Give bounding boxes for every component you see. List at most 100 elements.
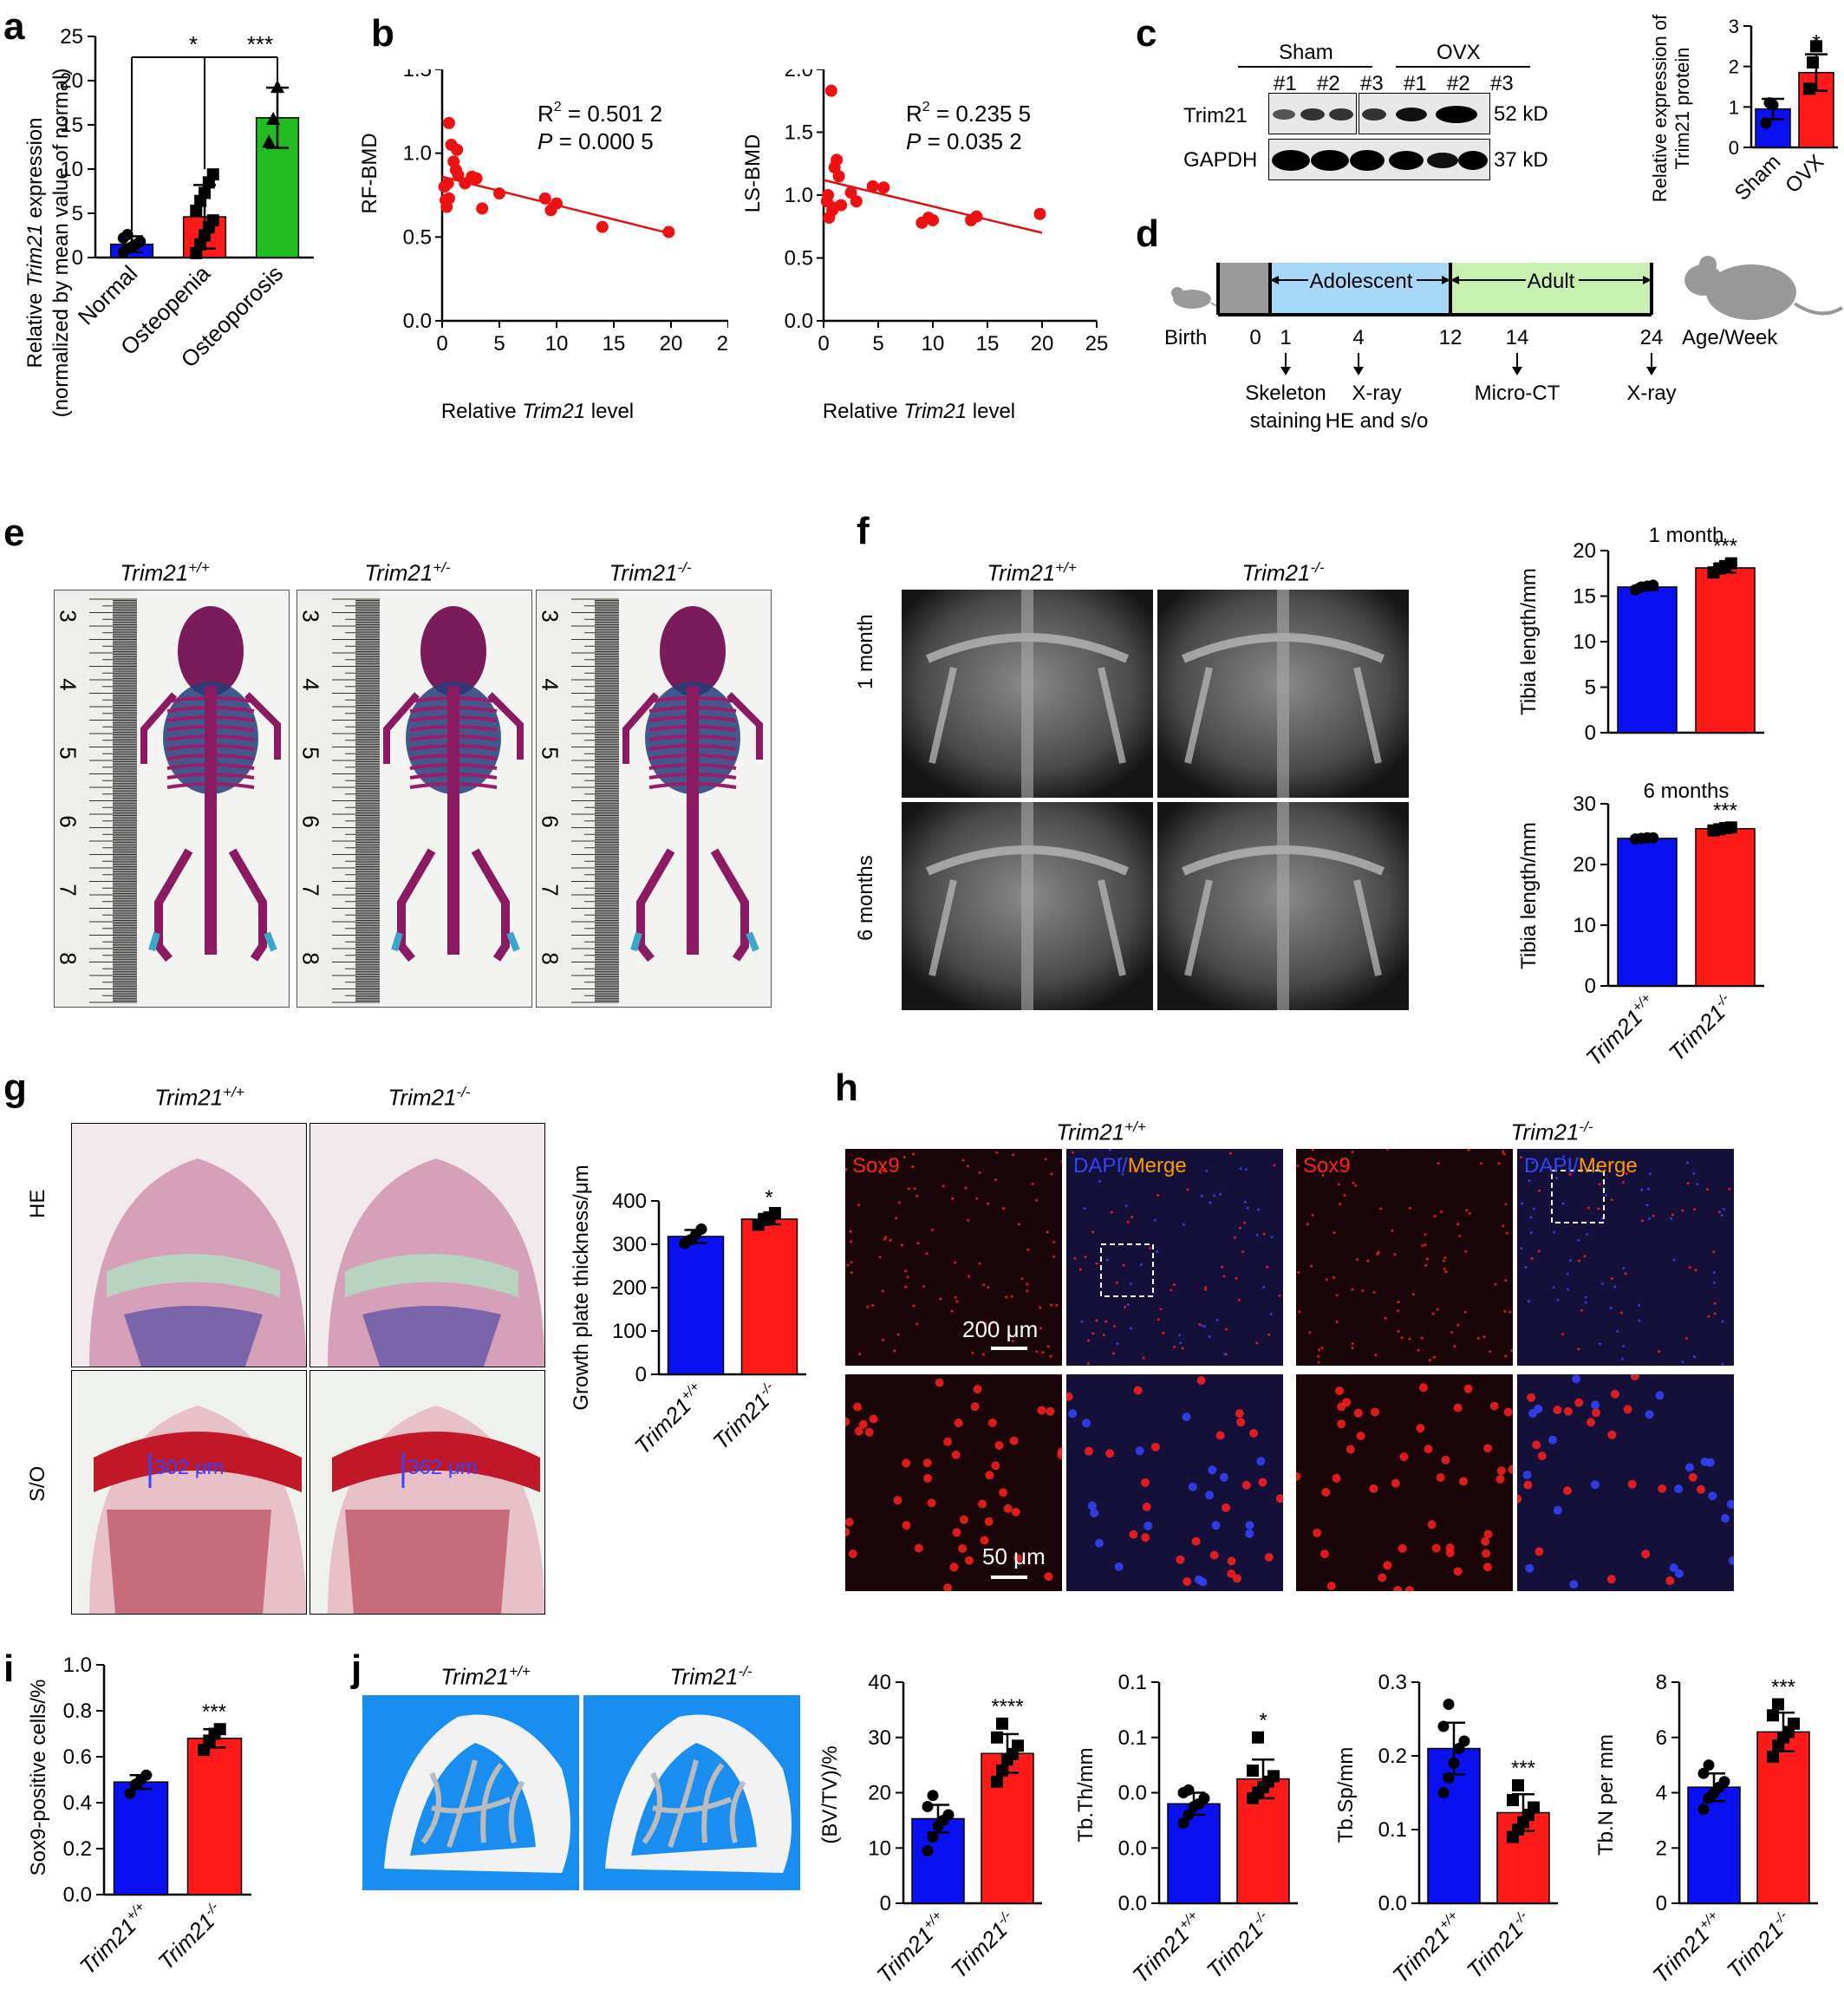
x-category-label: Trim21-/- xyxy=(1722,1908,1797,1983)
western-blot: Sham OVX #1 #2 #3 #1 #2 #3 Trim21 GAPDH 52 kD… xyxy=(1183,39,1595,191)
y-tick-label: 30 xyxy=(1573,793,1596,816)
panel-a-ylabel-line2: (normalized by mean value of normal) xyxy=(49,69,73,416)
y-tick-label: 0.0 xyxy=(1118,1782,1147,1805)
data-point xyxy=(1183,1784,1195,1796)
y-tick-label: 15 xyxy=(1573,585,1596,609)
x-category-label: Trim21+/+ xyxy=(629,1379,710,1459)
y-tick-label: 0 xyxy=(880,1892,891,1915)
y-tick-label: 25 xyxy=(60,26,83,49)
panel-j-header-ko: Trim21-/- xyxy=(669,1663,753,1690)
data-point xyxy=(991,1731,1003,1744)
adult-segment xyxy=(1450,263,1652,315)
y-tick-label: 2.0 xyxy=(785,69,813,82)
panel-b-left-scatter: RF-BMD R2 = 0.501 2 P = 0.000 5 Relative… xyxy=(358,69,728,423)
timeline-event-2a: X-ray xyxy=(1352,382,1401,405)
x-category-label: Trim21-/- xyxy=(1202,1908,1277,1983)
y-tick-label: 200 xyxy=(612,1276,647,1300)
scale-bar xyxy=(991,1347,1027,1350)
merge-channel-image: DAPI/Merge xyxy=(1066,1149,1283,1366)
y-tick-label: 10 xyxy=(868,1837,891,1860)
data-point xyxy=(942,1809,955,1821)
data-point xyxy=(695,1223,707,1235)
ruler-number: 3 xyxy=(297,610,324,623)
y-tick-label: 40 xyxy=(868,1671,891,1694)
y-tick-label: 15 xyxy=(60,114,83,137)
adolescent-segment xyxy=(1270,263,1450,315)
y-tick-label: 0 xyxy=(1585,975,1596,998)
y-tick-label: 1.0 xyxy=(785,184,813,207)
data-point xyxy=(1772,1698,1784,1711)
blot-lane-label: #1 xyxy=(1274,72,1297,95)
x-category-label: Trim21-/- xyxy=(153,1899,228,1974)
timeline-event-1b: staining xyxy=(1250,409,1322,433)
ruler-number: 4 xyxy=(297,678,324,691)
panel-a-sig-2: *** xyxy=(247,31,273,57)
blot-gapdh-label: GAPDH xyxy=(1183,148,1258,172)
x-tick-label: 0 xyxy=(436,332,447,356)
chart-j-sig: * xyxy=(1259,1709,1267,1732)
channel-label-sox9: Sox9 xyxy=(1303,1154,1351,1178)
data-point xyxy=(190,204,203,217)
y-tick-label: 0.3 xyxy=(1378,1671,1407,1694)
data-point xyxy=(262,134,277,148)
panel-j-tbn-chart: 0 2 4 6 8 Trim21+/+ Trim21-/- Tb.N per mm *** xyxy=(1594,1671,1818,1988)
x-tick-label: 20 xyxy=(660,332,683,356)
y-tick-label: 0.1 xyxy=(1118,1671,1147,1694)
y-tick-label: 0 xyxy=(635,1363,647,1386)
data-point xyxy=(1458,1735,1470,1747)
blot-lane-label: #3 xyxy=(1360,72,1384,95)
scatter-point xyxy=(826,204,839,217)
y-tick-label: 5 xyxy=(72,202,83,225)
panel-label-j: j xyxy=(351,1647,362,1690)
channel-dapi: DAPI xyxy=(1073,1154,1123,1178)
y-tick-label: 1.5 xyxy=(785,121,813,145)
y-tick-label: 1 xyxy=(1729,96,1739,118)
bar xyxy=(1687,1786,1741,1904)
y-tick-label: 0.0 xyxy=(403,310,432,333)
chart-f1-sig: *** xyxy=(1713,535,1737,558)
ruler-number: 5 xyxy=(55,747,81,760)
scatter-point xyxy=(844,186,857,199)
skeleton-photo: 3 4 5 6 7 8 xyxy=(536,590,772,1008)
timeline-tick-4: 4 xyxy=(1352,326,1364,349)
panel-g-bar-chart: 0 100 200 300 400 Trim21+/+ Trim21-/- Growth pl… xyxy=(570,1165,806,1459)
data-point xyxy=(1528,1801,1540,1814)
y-tick-label: 0 xyxy=(1729,137,1739,159)
chart-g-sig: * xyxy=(765,1186,772,1210)
bar xyxy=(1617,838,1678,987)
x-tick-label: 10 xyxy=(545,332,569,356)
timeline-event-1a: Skeleton xyxy=(1245,382,1326,405)
panel-i-bar-chart: 0.0 0.2 0.4 0.6 0.8 1.0 Trim21+/+ Trim21-/- Sox9… xyxy=(27,1654,251,1980)
data-point xyxy=(1443,1772,1455,1784)
timeline-event-4: X-ray xyxy=(1626,382,1676,405)
scatter-point xyxy=(1033,207,1046,220)
data-point xyxy=(1767,1709,1779,1722)
data-point xyxy=(1807,56,1819,69)
x-category-label: Trim21-/- xyxy=(1462,1908,1537,1983)
x-category-label: Trim21+/+ xyxy=(75,1899,155,1980)
data-point xyxy=(1803,82,1815,95)
ruler-number: 5 xyxy=(537,747,564,760)
data-point xyxy=(1267,1770,1280,1783)
channel-label-dapi-merge: DAPI/Merge xyxy=(1524,1154,1638,1178)
panel-a-sig-1: * xyxy=(189,31,198,57)
sox9-channel-image xyxy=(1296,1374,1513,1591)
scatter-point xyxy=(662,225,675,238)
chart-j-sig: **** xyxy=(991,1695,1023,1719)
ruler-number: 7 xyxy=(537,884,564,897)
ruler-number: 6 xyxy=(537,815,564,828)
scatter-point xyxy=(451,143,464,156)
y-tick-label: 20 xyxy=(868,1782,891,1805)
ruler-number: 3 xyxy=(537,610,564,623)
ruler-number: 8 xyxy=(55,952,81,965)
panel-j-header-wt: Trim21+/+ xyxy=(440,1663,531,1690)
he-stain-image xyxy=(310,1123,545,1367)
xray-image xyxy=(1157,590,1409,798)
timeline-birth: Birth xyxy=(1164,326,1207,349)
bar xyxy=(186,1738,243,1895)
channel-slash: / xyxy=(1122,1154,1128,1178)
y-tick-label: 0.4 xyxy=(63,1791,92,1815)
panel-h-header-ko: Trim21-/- xyxy=(1510,1119,1593,1145)
timeline-event-3: Micro-CT xyxy=(1475,382,1561,405)
